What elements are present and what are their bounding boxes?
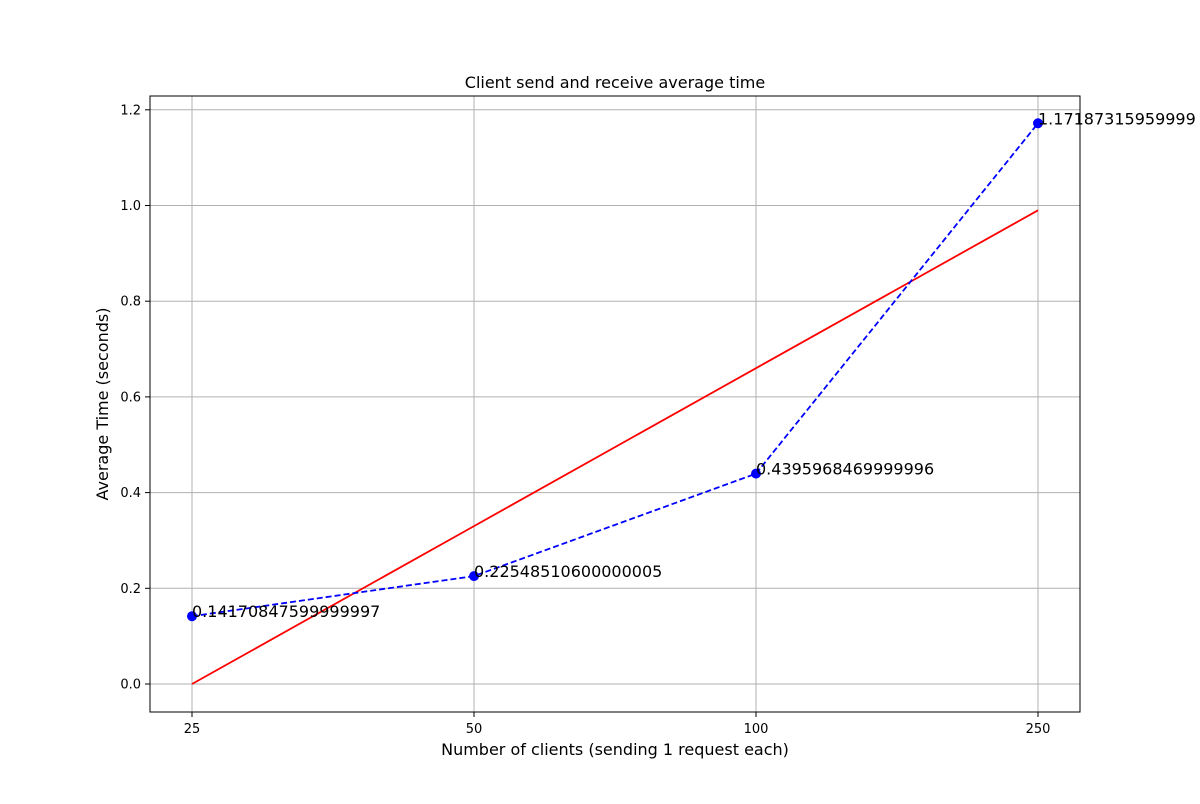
y-tick-label: 0.8 <box>120 295 141 310</box>
x-tick-label: 50 <box>466 722 483 737</box>
data-point-marker <box>469 571 479 582</box>
data-label: 0.22548510600000005 <box>474 562 662 581</box>
data-label: 0.4395968469999996 <box>756 460 934 479</box>
data-point-marker <box>187 611 197 622</box>
grid-lines <box>150 96 1080 712</box>
y-axis-label: Average Time (seconds) <box>93 308 112 501</box>
series-layer: 0.14170847599999997 0.22548510600000005 0.… <box>187 109 1196 685</box>
y-tick-label: 0.0 <box>120 678 141 693</box>
red-solid-series-line <box>191 209 1039 685</box>
blue-dashed-series-line <box>191 122 1039 618</box>
plot-frame <box>149 95 1081 713</box>
y-tick-label: 0.4 <box>120 486 141 501</box>
data-label: 0.14170847599999997 <box>192 602 380 621</box>
x-tick-label: 100 <box>744 722 769 737</box>
data-point-marker <box>1033 118 1043 129</box>
chart-title: Client send and receive average time <box>465 73 765 92</box>
y-tick-label: 1.2 <box>120 103 141 118</box>
data-point-marker <box>751 468 761 479</box>
x-axis-label: Number of clients (sending 1 request eac… <box>441 740 789 759</box>
x-tick-label: 25 <box>184 722 201 737</box>
y-tick-label: 0.6 <box>120 390 141 405</box>
axis-ticks: 25 50 100 250 0.0 0.2 0.4 0.6 0.8 1.0 1.2 <box>120 103 1050 737</box>
x-tick-label: 250 <box>1026 722 1051 737</box>
data-label: 1.17187315959999 <box>1038 109 1196 128</box>
y-tick-label: 0.2 <box>120 582 141 597</box>
y-tick-label: 1.0 <box>120 199 141 214</box>
